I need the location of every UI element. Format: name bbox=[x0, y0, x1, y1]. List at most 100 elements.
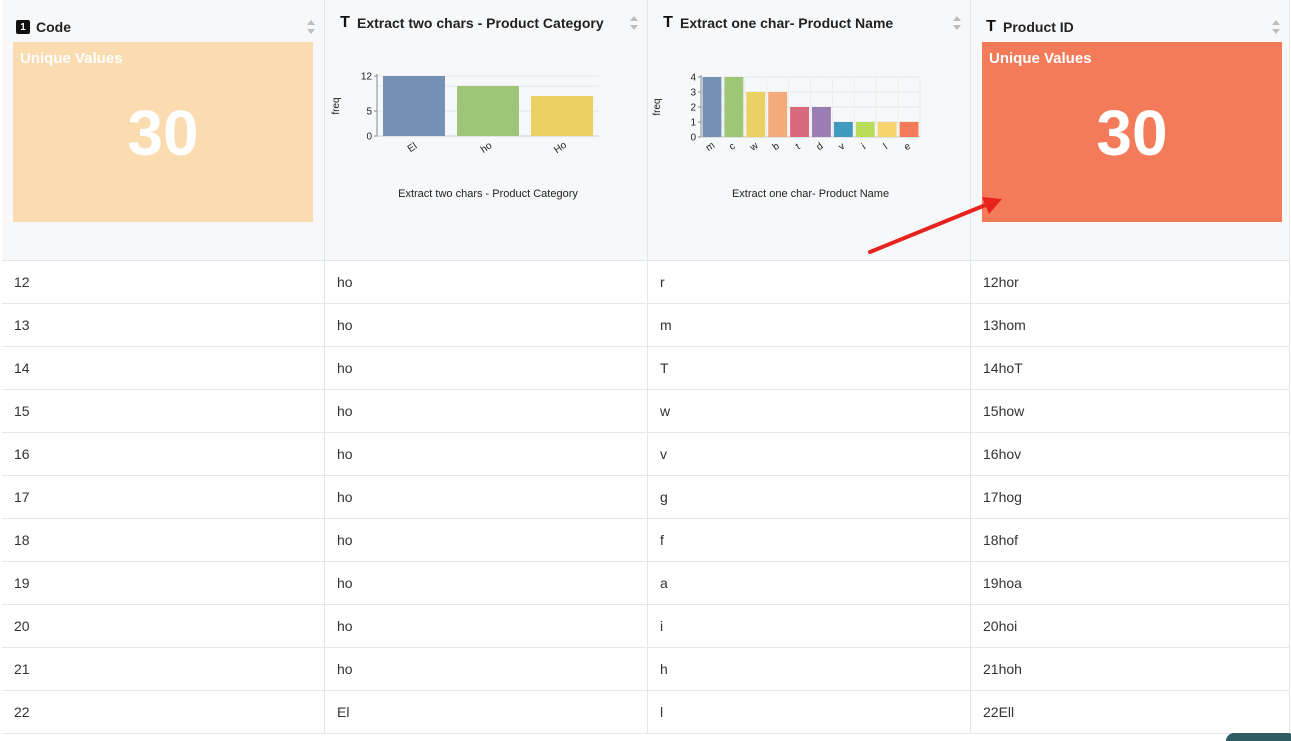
sort-icon[interactable] bbox=[307, 20, 316, 34]
table-cell-code[interactable]: 15 bbox=[2, 390, 325, 432]
unique-values-label: Unique Values bbox=[20, 50, 123, 67]
table-cell-cat[interactable]: ho bbox=[325, 476, 648, 518]
x-axis-label: Extract one char- Product Name bbox=[732, 188, 889, 200]
table-cell-code[interactable]: 16 bbox=[2, 433, 325, 475]
table-cell-pid[interactable]: 17hog bbox=[983, 489, 1022, 505]
header-row: 1 Code Unique Values 30 T Extract two ch… bbox=[2, 0, 1289, 261]
column-title-label: Product ID bbox=[1003, 19, 1074, 35]
bar-m bbox=[702, 77, 722, 137]
bar-b bbox=[768, 92, 788, 137]
table-cell-pid[interactable]: 14hoT bbox=[983, 360, 1023, 376]
table-cell-cat[interactable]: ho bbox=[325, 304, 648, 346]
table-cell-pid[interactable]: 19hoa bbox=[983, 575, 1022, 591]
x-tick-label: c bbox=[727, 141, 737, 153]
table-cell-cat[interactable]: ho bbox=[325, 605, 648, 647]
y-tick-label: 0 bbox=[690, 133, 696, 144]
table-cell-name[interactable]: h bbox=[648, 648, 971, 690]
table-cell-name[interactable]: g bbox=[648, 476, 971, 518]
table-row[interactable]: 13 ho m 13hom bbox=[2, 304, 1289, 347]
sort-icon[interactable] bbox=[953, 16, 962, 30]
table-cell-code[interactable]: 12 bbox=[2, 261, 325, 303]
column-title-label: Code bbox=[36, 19, 71, 35]
bar-Ho bbox=[531, 96, 593, 136]
column-title[interactable]: T Extract one char- Product Name bbox=[662, 12, 940, 34]
table-cell-name[interactable]: T bbox=[648, 347, 971, 389]
table-cell-pid[interactable]: 16hov bbox=[983, 446, 1022, 462]
x-tick-label: m bbox=[704, 140, 717, 154]
sort-icon[interactable] bbox=[630, 16, 639, 30]
table-cell-cat[interactable]: ho bbox=[325, 347, 648, 389]
table-cell-code[interactable]: 22 bbox=[2, 691, 325, 733]
table-cell-cat[interactable]: ho bbox=[325, 433, 648, 475]
x-tick-label: Ho bbox=[552, 140, 569, 157]
bar-e bbox=[899, 122, 919, 137]
table-cell-name[interactable]: a bbox=[648, 562, 971, 604]
table-cell-name[interactable]: r bbox=[648, 261, 971, 303]
table-row[interactable]: 19 ho a 19hoa bbox=[2, 562, 1289, 605]
table-row[interactable]: 21 ho h 21hoh bbox=[2, 648, 1289, 691]
y-axis-label: freq bbox=[331, 97, 342, 114]
y-tick-label: 3 bbox=[690, 88, 696, 99]
y-tick-label: 2 bbox=[690, 103, 696, 114]
table-cell-name[interactable]: f bbox=[648, 519, 971, 561]
column-header-product-category[interactable]: T Extract two chars - Product Category 0… bbox=[325, 0, 648, 260]
table-cell-pid[interactable]: 15how bbox=[983, 403, 1025, 419]
table-cell-cat[interactable]: ho bbox=[325, 562, 648, 604]
bar-i bbox=[855, 122, 875, 137]
table-cell-cat[interactable]: ho bbox=[325, 648, 648, 690]
table-cell-code[interactable]: 13 bbox=[2, 304, 325, 346]
y-tick-label: 0 bbox=[366, 132, 372, 143]
table-cell-pid[interactable]: 20hoi bbox=[983, 618, 1018, 634]
table-cell-name[interactable]: v bbox=[648, 433, 971, 475]
table-cell-code[interactable]: 14 bbox=[2, 347, 325, 389]
table-row[interactable]: 18 ho f 18hof bbox=[2, 519, 1289, 562]
table-cell-pid[interactable]: 18hof bbox=[983, 532, 1019, 548]
x-tick-label: El bbox=[406, 141, 420, 155]
table-cell-name[interactable]: m bbox=[648, 304, 971, 346]
table-cell-cat[interactable]: ho bbox=[325, 390, 648, 432]
table-cell-pid[interactable]: 22Ell bbox=[983, 704, 1015, 720]
x-tick-label: ho bbox=[479, 140, 495, 156]
table-cell-pid[interactable]: 13hom bbox=[983, 317, 1026, 333]
table-cell-code[interactable]: 20 bbox=[2, 605, 325, 647]
table-row[interactable]: 17 ho g 17hog bbox=[2, 476, 1289, 519]
bar-v bbox=[833, 122, 853, 137]
x-tick-label: w bbox=[747, 140, 761, 154]
column-title-label: Extract one char- Product Name bbox=[680, 15, 894, 31]
column-title[interactable]: T Product ID bbox=[985, 16, 1259, 38]
bar-l bbox=[877, 122, 897, 137]
table-cell-name[interactable]: w bbox=[648, 390, 971, 432]
table-cell-name[interactable]: l bbox=[648, 691, 971, 733]
table-row[interactable]: 15 ho w 15how bbox=[2, 390, 1289, 433]
table-cell-code[interactable]: 18 bbox=[2, 519, 325, 561]
scroll-indicator[interactable] bbox=[1226, 733, 1291, 741]
table-cell-cat[interactable]: ho bbox=[325, 261, 648, 303]
table-row[interactable]: 16 ho v 16hov bbox=[2, 433, 1289, 476]
table-cell-pid[interactable]: 12hor bbox=[983, 274, 1019, 290]
x-tick-label: l bbox=[882, 142, 890, 152]
table-cell-cat[interactable]: ho bbox=[325, 519, 648, 561]
column-header-code[interactable]: 1 Code Unique Values 30 bbox=[2, 0, 325, 260]
table-cell-code[interactable]: 21 bbox=[2, 648, 325, 690]
table-row[interactable]: 12 ho r 12hor bbox=[2, 261, 1289, 304]
column-title-label: Extract two chars - Product Category bbox=[357, 15, 604, 31]
table-cell-code[interactable]: 19 bbox=[2, 562, 325, 604]
unique-values-count: 30 bbox=[1096, 97, 1168, 169]
number-type-icon: 1 bbox=[16, 20, 30, 34]
column-header-product-id[interactable]: T Product ID Unique Values 30 bbox=[971, 0, 1289, 260]
table-cell-code[interactable]: 17 bbox=[2, 476, 325, 518]
table-row[interactable]: 14 ho T 14hoT bbox=[2, 347, 1289, 390]
table-cell-pid[interactable]: 21hoh bbox=[983, 661, 1022, 677]
table-cell-name[interactable]: i bbox=[648, 605, 971, 647]
column-title[interactable]: 1 Code bbox=[16, 16, 294, 38]
sort-icon[interactable] bbox=[1272, 20, 1281, 34]
unique-values-count: 30 bbox=[127, 97, 199, 169]
table-row[interactable]: 20 ho i 20hoi bbox=[2, 605, 1289, 648]
y-tick-label: 12 bbox=[361, 72, 373, 83]
table-row[interactable]: 22 El l 22Ell bbox=[2, 691, 1289, 734]
column-title[interactable]: T Extract two chars - Product Category bbox=[339, 12, 617, 34]
table-cell-cat[interactable]: El bbox=[325, 691, 648, 733]
column-header-product-name[interactable]: T Extract one char- Product Name 0 1 2 3 4 fr… bbox=[648, 0, 971, 260]
text-type-icon: T bbox=[986, 18, 996, 35]
